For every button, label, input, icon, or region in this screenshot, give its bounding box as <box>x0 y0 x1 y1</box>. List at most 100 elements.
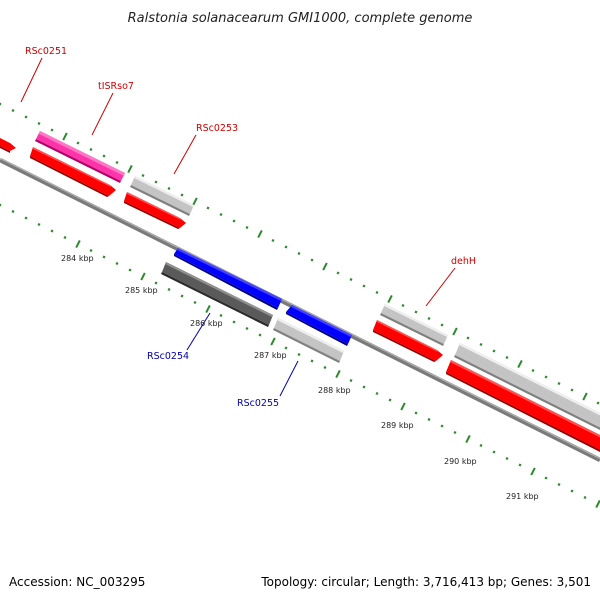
outer-track-minor-tick <box>50 128 54 132</box>
outer-track-major-tick <box>127 164 133 174</box>
label-rsc0254[interactable]: RSc0254 <box>147 351 189 362</box>
accession-text: Accession: NC_003295 <box>9 575 145 589</box>
inner-track-minor-tick <box>115 261 119 266</box>
gene-feature-tisrso7[interactable] <box>35 131 125 183</box>
outer-track-major-tick <box>387 294 393 304</box>
inner-track-minor-tick <box>0 203 2 207</box>
gene-feature-left-fragment[interactable] <box>0 133 16 153</box>
outer-track-minor-tick <box>596 401 600 405</box>
outer-track-minor-tick <box>505 355 509 360</box>
outer-track-minor-tick <box>362 284 366 288</box>
inner-track-minor-tick <box>440 424 444 428</box>
outer-track-minor-tick <box>479 342 483 347</box>
inner-track-minor-tick <box>245 326 249 331</box>
inner-track-minor-tick <box>414 411 418 415</box>
outer-track-minor-tick <box>284 245 288 249</box>
outer-track-minor-tick <box>102 154 106 158</box>
inner-track-minor-tick <box>583 495 587 500</box>
tick-label-286: 286 kbp <box>190 319 223 328</box>
outer-track-minor-tick <box>89 147 93 152</box>
inner-track-minor-tick <box>375 391 379 396</box>
inner-track-minor-tick <box>11 209 15 214</box>
outer-track-minor-tick <box>310 258 314 262</box>
outer-track-minor-tick <box>76 141 80 145</box>
outer-track-major-tick <box>192 197 198 206</box>
outer-track-major-tick <box>517 359 523 369</box>
gene-feature-gray-right[interactable] <box>454 343 600 432</box>
inner-track-minor-tick <box>50 229 54 233</box>
outer-track-minor-tick <box>167 186 171 191</box>
outer-track-minor-tick <box>349 277 353 282</box>
label-dehh[interactable]: dehH <box>451 256 476 267</box>
inner-track-minor-tick <box>284 346 288 350</box>
label-tisrso7[interactable]: tISRso7 <box>98 81 134 92</box>
gene-feature-rsc0255[interactable] <box>273 318 344 363</box>
inner-track-major-tick <box>335 369 341 379</box>
inner-track-minor-tick <box>24 216 28 220</box>
inner-track-minor-tick <box>193 300 197 305</box>
inner-track-minor-tick <box>518 463 522 467</box>
outer-track-minor-tick <box>154 180 158 184</box>
genome-summary-text: Topology: circular; Length: 3,716,413 bp… <box>260 575 591 589</box>
tick-label-288: 288 kbp <box>318 386 351 395</box>
label-leaders <box>20 57 456 397</box>
gene-labels: RSc0251 tISRso7 RSc0253 dehH RSc0254 RSc… <box>25 46 476 409</box>
inner-track-minor-tick <box>479 443 483 448</box>
outer-track-minor-tick <box>11 108 15 113</box>
inner-track-major-tick <box>140 272 146 281</box>
outer-track-minor-tick <box>414 310 418 314</box>
inner-track-minor-tick <box>323 365 327 370</box>
outer-track-minor-tick <box>37 121 41 126</box>
outer-track-minor-tick <box>115 160 119 165</box>
outer-track-minor-tick <box>440 323 444 327</box>
inner-track-minor-tick <box>63 235 67 240</box>
outer-track-minor-tick <box>466 336 470 340</box>
outer-track-minor-tick <box>531 368 535 373</box>
outer-track-minor-tick <box>180 193 184 197</box>
inner-track-minor-tick <box>297 352 301 357</box>
outer-track-minor-tick <box>206 206 210 210</box>
label-rsc0253[interactable]: RSc0253 <box>196 123 238 134</box>
outer-track-minor-tick <box>0 102 2 106</box>
gene-feature-gray-1[interactable] <box>130 176 194 216</box>
inner-track-minor-tick <box>258 333 262 337</box>
outer-track-minor-tick <box>427 316 431 321</box>
inner-track-minor-tick <box>388 398 392 402</box>
outer-track-minor-tick <box>401 303 405 308</box>
gene-feature-blue-2[interactable] <box>286 305 352 346</box>
outer-track-minor-tick <box>271 238 275 243</box>
gene-feature-rsc0253[interactable] <box>124 192 186 229</box>
gene-feature-dehh[interactable] <box>380 304 448 346</box>
inner-track-minor-tick <box>154 281 158 285</box>
inner-track-minor-tick <box>37 222 41 227</box>
gene-feature-rsc0251[interactable] <box>30 147 116 197</box>
inner-track-minor-tick <box>89 248 93 253</box>
inner-track-major-tick <box>530 467 536 476</box>
inner-track-minor-tick <box>505 456 509 461</box>
inner-track-minor-tick <box>310 359 314 363</box>
inner-track-minor-tick <box>453 430 457 435</box>
inner-track-major-tick <box>400 402 406 411</box>
label-rsc0251[interactable]: RSc0251 <box>25 46 67 57</box>
inner-track-minor-tick <box>128 268 132 272</box>
gene-feature-red-dehh[interactable] <box>373 320 443 362</box>
outer-track-minor-tick <box>570 388 574 392</box>
outer-track-minor-tick <box>219 212 223 217</box>
genome-title: Ralstonia solanacearum GMI1000, complete… <box>128 11 473 26</box>
outer-track-minor-tick <box>557 381 561 386</box>
inner-track-major-tick <box>75 239 81 249</box>
gene-feature-rsc0254[interactable] <box>161 262 273 327</box>
gene-feature-red-right[interactable] <box>446 360 600 454</box>
inner-track-minor-tick <box>219 313 223 318</box>
outer-track-minor-tick <box>336 271 340 275</box>
outer-track-minor-tick <box>375 290 379 295</box>
tick-label-285: 285 kbp <box>125 286 158 295</box>
inner-track-minor-tick <box>544 476 548 480</box>
gene-feature-blue-1[interactable] <box>174 248 282 310</box>
inner-tick-track <box>0 203 600 509</box>
outer-track-major-tick <box>257 229 263 239</box>
inner-track-major-tick <box>205 304 211 314</box>
label-rsc0255[interactable]: RSc0255 <box>237 398 279 409</box>
outer-track-minor-tick <box>492 349 496 353</box>
